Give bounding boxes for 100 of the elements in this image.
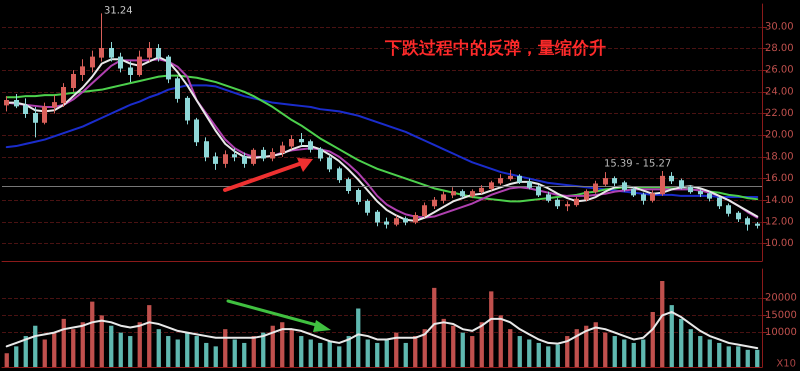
bar: [404, 342, 408, 367]
bar: [375, 342, 380, 367]
bar: [232, 339, 237, 367]
candlestick: [52, 94, 57, 114]
bar: [80, 322, 85, 367]
bar: [508, 329, 512, 367]
candlestick: [755, 221, 760, 229]
candlestick: [194, 117, 199, 147]
candlestick: [622, 180, 627, 192]
candlestick: [422, 202, 427, 218]
candlestick: [441, 191, 446, 204]
bar: [270, 326, 275, 367]
y-tick-label: 30.00: [765, 21, 794, 32]
bar: [214, 346, 218, 367]
bar: [384, 339, 389, 367]
bar: [470, 336, 474, 367]
candlestick: [413, 212, 418, 225]
candlestick: [650, 190, 655, 203]
bar: [90, 302, 94, 367]
bar: [422, 329, 427, 367]
candlestick: [4, 96, 9, 112]
bar: [556, 344, 560, 367]
bar: [252, 336, 256, 367]
candlestick: [641, 192, 646, 206]
y-tick-label: 10000: [765, 327, 797, 338]
bar: [641, 339, 646, 367]
bar: [14, 346, 18, 367]
bar: [128, 336, 132, 367]
bar: [366, 339, 370, 367]
candlestick: [745, 216, 750, 232]
candlestick: [128, 60, 133, 83]
candlestick: [185, 96, 190, 125]
y-tick-label: 15000: [765, 310, 797, 321]
bar: [755, 350, 760, 367]
text: X10: [776, 358, 796, 370]
candlestick: [242, 152, 247, 168]
candlestick: [384, 217, 389, 229]
bar: [33, 326, 38, 367]
bar: [688, 329, 693, 367]
y-tick-label: 28.00: [765, 42, 794, 54]
candlestick: [251, 148, 256, 166]
bar: [204, 342, 208, 367]
line-series: [6, 310, 758, 350]
y-tick-label: 20000: [765, 292, 797, 304]
candlestick: [327, 155, 332, 173]
candlestick: [71, 70, 76, 92]
candlestick: [166, 54, 171, 84]
bar: [261, 332, 266, 367]
bar: [223, 329, 228, 367]
bar: [71, 329, 76, 367]
candlestick: [536, 184, 541, 198]
candlestick: [688, 184, 693, 194]
bar: [632, 342, 636, 367]
candlestick: [717, 196, 722, 210]
annotation: 31.24: [104, 6, 133, 16]
bar: [498, 315, 503, 367]
y-tick-label: 20.00: [765, 130, 794, 141]
bar: [185, 332, 190, 367]
bar: [612, 336, 617, 367]
bar: [527, 339, 532, 367]
bar: [679, 318, 684, 367]
candlestick: [318, 146, 323, 162]
bar: [156, 329, 161, 367]
bar: [147, 305, 152, 367]
candlestick: [498, 174, 503, 186]
y-tick-label: 26.00: [765, 64, 794, 76]
candlestick: [42, 102, 47, 125]
candlestick: [394, 214, 399, 227]
candlestick: [99, 12, 104, 62]
bar: [356, 308, 360, 367]
bar: [432, 288, 436, 367]
candlestick: [280, 141, 285, 158]
candlestick: [517, 174, 522, 185]
bar: [394, 332, 398, 367]
candlestick: [432, 196, 437, 210]
bar: [442, 318, 446, 367]
bar: [176, 339, 180, 367]
bar: [290, 329, 294, 367]
candlestick: [565, 200, 570, 212]
bar: [451, 326, 456, 367]
bar: [4, 353, 9, 367]
candlestick: [23, 98, 28, 118]
candlestick: [204, 136, 209, 162]
candlestick: [118, 52, 123, 73]
bar: [24, 336, 28, 367]
candlestick: [470, 188, 475, 199]
candlestick: [489, 180, 494, 192]
y-tick-label: 18.00: [765, 151, 794, 162]
bar: [62, 318, 66, 367]
candlestick: [451, 186, 456, 199]
bar: [318, 342, 322, 367]
bar: [574, 329, 579, 367]
candlestick: [14, 94, 19, 109]
candlestick: [403, 216, 408, 226]
candlestick: [574, 196, 579, 208]
candlestick: [356, 188, 361, 206]
bar: [109, 326, 114, 367]
y-tick-label: 12.00: [765, 216, 794, 228]
candlestick: [299, 132, 304, 147]
bar: [337, 346, 342, 367]
